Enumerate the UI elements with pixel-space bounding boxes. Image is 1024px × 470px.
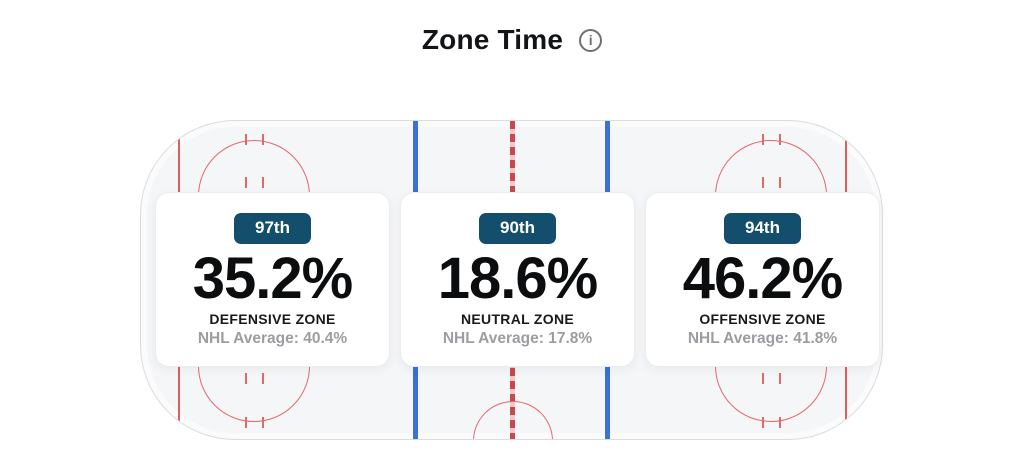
- header: Zone Time i: [0, 24, 1024, 56]
- hash-mark-icon: [262, 373, 264, 384]
- percentile-badge: 90th: [479, 213, 556, 244]
- zone-time-value: 18.6%: [437, 245, 598, 311]
- referee-crease-icon: [473, 401, 553, 439]
- hash-mark-icon: [245, 177, 247, 188]
- stat-card-defensive-zone: 97th 35.2% DEFENSIVE ZONE NHL Average: 4…: [155, 192, 390, 367]
- hash-mark-icon: [762, 134, 764, 145]
- hash-mark-icon: [762, 373, 764, 384]
- percentile-badge: 97th: [234, 213, 311, 244]
- hash-mark-icon: [779, 134, 781, 145]
- hash-mark-icon: [262, 177, 264, 188]
- info-icon[interactable]: i: [579, 28, 603, 52]
- page-title: Zone Time: [421, 24, 564, 55]
- zone-name-label: NEUTRAL ZONE: [460, 310, 574, 327]
- hash-mark-icon: [779, 373, 781, 384]
- hash-mark-icon: [762, 417, 764, 428]
- hash-mark-icon: [245, 417, 247, 428]
- stat-card-neutral-zone: 90th 18.6% NEUTRAL ZONE NHL Average: 17.…: [400, 192, 635, 367]
- hash-mark-icon: [245, 134, 247, 145]
- zone-name-label: OFFENSIVE ZONE: [699, 310, 826, 327]
- hash-mark-icon: [762, 177, 764, 188]
- percentile-badge: 94th: [724, 213, 801, 244]
- hash-mark-icon: [262, 417, 264, 428]
- zone-name-label: DEFENSIVE ZONE: [209, 310, 336, 327]
- zone-time-value: 46.2%: [682, 245, 843, 311]
- hash-mark-icon: [779, 177, 781, 188]
- zone-time-value: 35.2%: [192, 245, 353, 311]
- nhl-average-label: NHL Average: 17.8%: [442, 329, 593, 347]
- hash-mark-icon: [262, 134, 264, 145]
- hash-mark-icon: [779, 417, 781, 428]
- nhl-average-label: NHL Average: 41.8%: [687, 329, 838, 347]
- stat-card-offensive-zone: 94th 46.2% OFFENSIVE ZONE NHL Average: 4…: [645, 192, 880, 367]
- hash-mark-icon: [245, 373, 247, 384]
- nhl-average-label: NHL Average: 40.4%: [197, 329, 348, 347]
